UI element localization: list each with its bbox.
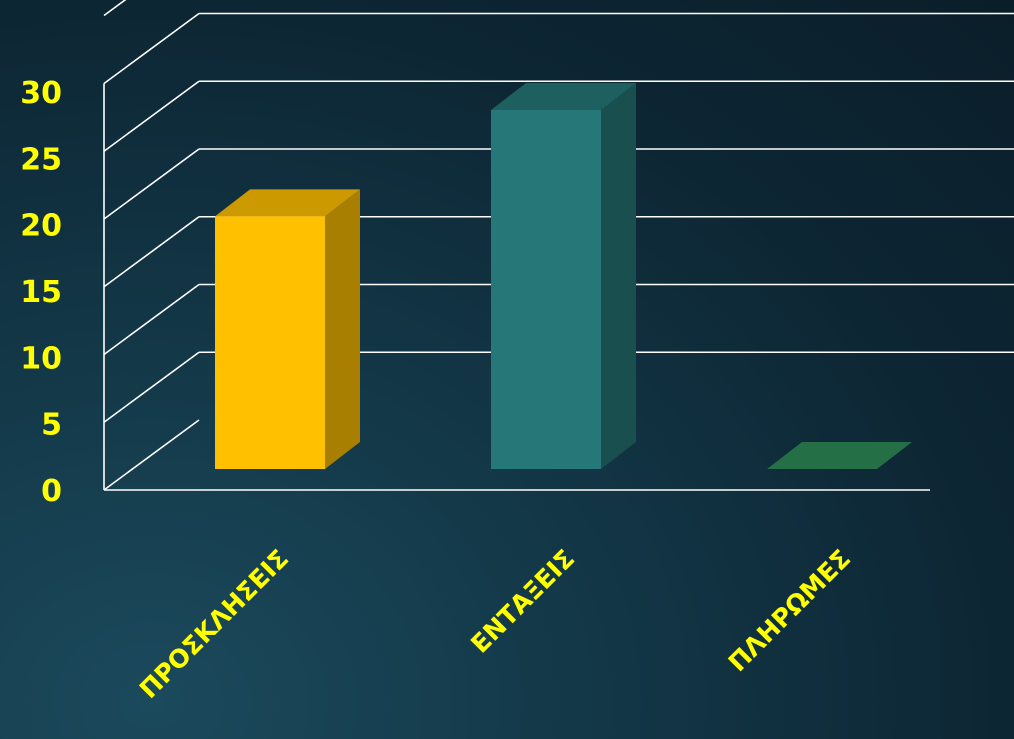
y-tick-label: 10 [20,341,62,376]
x-category-label: ΕΝΤΑΞΕΙΣ [465,544,580,659]
y-tick-label: 30 [20,76,62,111]
bar-top [215,189,360,217]
y-tick-label: 20 [20,209,62,244]
y-tick-label: 5 [41,408,62,443]
x-category-label: ΠΡΟΣΚΛΗΣΕΙΣ [134,544,294,704]
gridline-diagonal [103,216,200,288]
bar-side [601,83,636,469]
bar-3 [767,442,912,469]
floor-diagonal [103,419,200,491]
y-axis-tick-labels: 0 5 10 15 20 25 30 [20,76,62,509]
bars [215,83,912,470]
wall-top-diagonal [103,0,127,17]
bar-side [325,189,360,470]
bar-front [215,216,325,469]
gridline-diagonal [103,351,200,423]
bar-top [491,83,636,110]
gridline-diagonal [103,12,200,85]
y-tick-label: 25 [20,142,62,177]
y-tick-label: 0 [41,474,62,509]
y-tick-label: 15 [20,275,62,310]
gridline-diagonal [103,283,200,356]
gridline-diagonal [103,148,200,220]
gridline-diagonal [103,80,200,152]
bar-2 [491,83,636,469]
x-axis-category-labels: ΠΡΟΣΚΛΗΣΕΙΣ ΕΝΤΑΞΕΙΣ ΠΛΗΡΩΜΕΣ [134,544,856,704]
bar-front [491,110,601,469]
x-category-label: ΠΛΗΡΩΜΕΣ [723,544,857,678]
axis-lines [103,83,930,491]
bar-1 [215,189,360,470]
bar-top [767,442,912,469]
